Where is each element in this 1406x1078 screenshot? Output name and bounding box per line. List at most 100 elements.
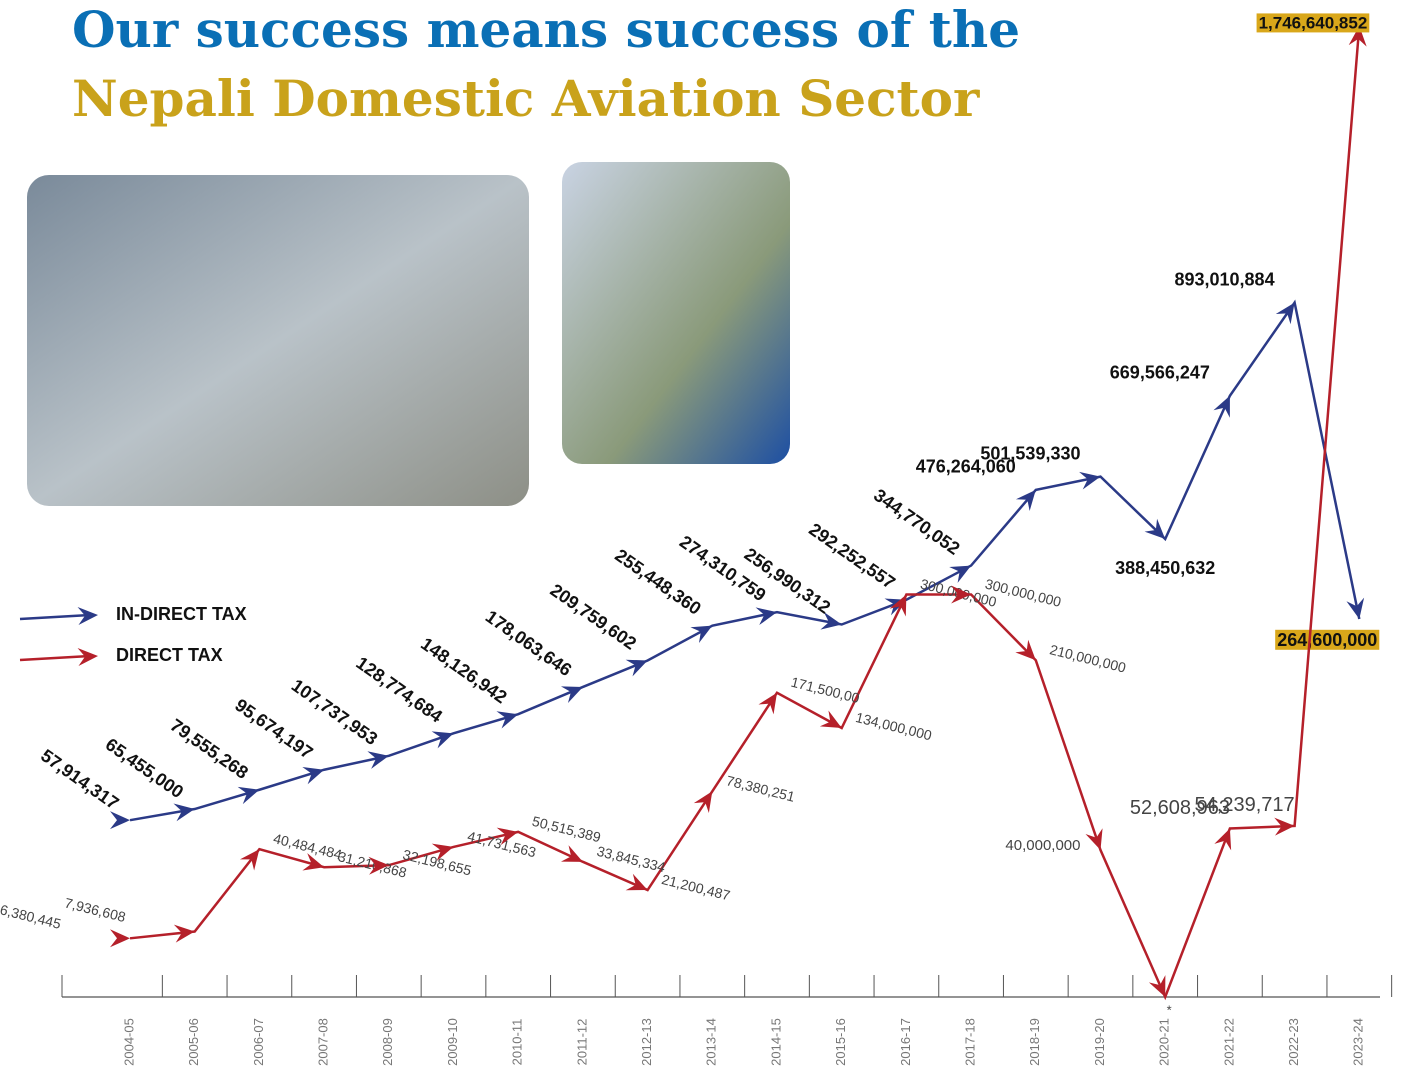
arrow-head xyxy=(431,843,454,861)
arrow-head xyxy=(625,873,648,891)
arrow-head xyxy=(949,565,972,583)
x-tick-label: 2018-19 xyxy=(1027,1018,1042,1066)
value-label: 134,000,000 xyxy=(854,709,934,743)
arrow-head xyxy=(110,929,130,948)
value-label: 21,200,487 xyxy=(660,871,732,904)
arrow-head xyxy=(625,659,648,677)
arrow-head xyxy=(951,585,972,604)
value-label: 40,484,484 xyxy=(272,830,344,863)
arrow-head xyxy=(173,924,195,943)
x-tick-label: 2015-16 xyxy=(833,1018,848,1066)
arrow-head xyxy=(77,648,98,667)
arrow-head xyxy=(77,607,98,626)
series-line xyxy=(129,25,1361,1001)
legend-label: IN-DIRECT TAX xyxy=(116,604,247,624)
value-label: 40,000,000 xyxy=(1005,837,1080,854)
x-tick-label: 2022-23 xyxy=(1286,1018,1301,1066)
arrow-head xyxy=(1348,25,1367,47)
arrow-head xyxy=(560,686,583,704)
x-tick-label: 2017-18 xyxy=(963,1018,978,1066)
value-label: 54,239,717 xyxy=(1195,794,1295,816)
value-label: 669,566,247 xyxy=(1110,363,1210,383)
x-tick-label: 2011-12 xyxy=(574,1019,589,1066)
arrow-head xyxy=(496,711,519,729)
value-label: * xyxy=(1167,1002,1172,1017)
title-line: Nepali Domestic Aviation Sector xyxy=(72,69,980,128)
x-tick-label: 2014-15 xyxy=(768,1018,783,1066)
arrow-head xyxy=(1144,518,1166,540)
value-label: 178,063,646 xyxy=(482,606,575,680)
x-tick-label: 2008-09 xyxy=(380,1018,395,1066)
arrow-head xyxy=(755,607,777,626)
x-tick-label: 2006-07 xyxy=(251,1018,266,1066)
x-tick-label: 2023-24 xyxy=(1351,1018,1366,1066)
value-label: 52,608,963 xyxy=(1130,797,1230,819)
arrow-head xyxy=(1015,639,1036,661)
photo xyxy=(27,175,529,506)
arrow-head xyxy=(693,791,713,813)
legend-label: DIRECT TAX xyxy=(116,645,223,665)
x-tick-label: 2004-05 xyxy=(121,1018,136,1066)
value-label: 128,774,684 xyxy=(352,653,445,727)
value-label: 171,500,00 xyxy=(789,674,861,707)
legend-line xyxy=(19,654,91,662)
arrow-head xyxy=(758,692,777,715)
arrow-head xyxy=(110,811,130,830)
value-label: 476,264,060 xyxy=(916,457,1016,477)
value-label: 148,126,942 xyxy=(417,634,510,708)
value-label: 78,380,251 xyxy=(725,772,797,805)
value-label: 6,380,445 xyxy=(0,901,63,932)
label-highlight xyxy=(1275,629,1380,650)
title-line: Our success means success of the xyxy=(72,0,1020,59)
arrow-head xyxy=(560,845,583,862)
value-label: 344,770,052 xyxy=(870,485,963,559)
value-label: 264,600,000 xyxy=(1277,630,1377,650)
x-tick-label: 2012-13 xyxy=(639,1018,654,1066)
value-label: 210,000,000 xyxy=(1048,641,1128,675)
value-label: 79,555,268 xyxy=(167,715,252,783)
x-tick-label: 2005-06 xyxy=(186,1018,201,1066)
arrow-head xyxy=(1275,302,1295,325)
arrow-head xyxy=(1015,489,1036,511)
series-line xyxy=(129,299,1361,822)
arrow-head xyxy=(496,827,519,846)
arrow-head xyxy=(1214,828,1232,851)
x-tick-label: 2010-11 xyxy=(510,1019,525,1066)
x-tick-label: 2007-08 xyxy=(316,1018,331,1066)
arrow-head xyxy=(819,710,842,729)
arrow-head xyxy=(1085,828,1103,851)
arrow-head xyxy=(1274,817,1295,836)
legend-line xyxy=(19,613,91,621)
value-label: 33,845,334 xyxy=(595,843,667,876)
x-tick-label: 2019-20 xyxy=(1092,1018,1107,1066)
arrow-head xyxy=(1148,975,1166,997)
arrow-head xyxy=(690,625,713,644)
value-label: 209,759,602 xyxy=(547,580,640,654)
x-tick-label: 2016-17 xyxy=(898,1018,913,1066)
arrow-head xyxy=(431,731,454,749)
arrow-head xyxy=(302,767,325,785)
x-tick-label: 2021-22 xyxy=(1221,1018,1236,1066)
value-label: 50,515,389 xyxy=(531,813,603,846)
arrow-head xyxy=(1213,395,1230,418)
value-label: 95,674,197 xyxy=(231,695,316,763)
arrow-head xyxy=(1346,597,1365,620)
arrow-head xyxy=(173,803,195,822)
arrow-head xyxy=(820,611,842,630)
value-label: 893,010,884 xyxy=(1174,269,1274,289)
value-label: 501,539,330 xyxy=(980,443,1080,463)
value-label: 1,746,640,852 xyxy=(1259,13,1368,32)
label-highlight xyxy=(1256,13,1370,33)
x-tick-label: 2009-10 xyxy=(445,1018,460,1066)
arrow-head xyxy=(302,853,325,871)
arrow-head xyxy=(1079,471,1101,490)
photo xyxy=(562,162,790,464)
x-tick-label: 2013-14 xyxy=(704,1018,719,1066)
arrow-head xyxy=(237,786,260,805)
arrow-head xyxy=(368,856,389,875)
arrow-head xyxy=(239,849,260,871)
value-label: 7,936,608 xyxy=(63,895,128,926)
arrow-head xyxy=(889,594,907,617)
